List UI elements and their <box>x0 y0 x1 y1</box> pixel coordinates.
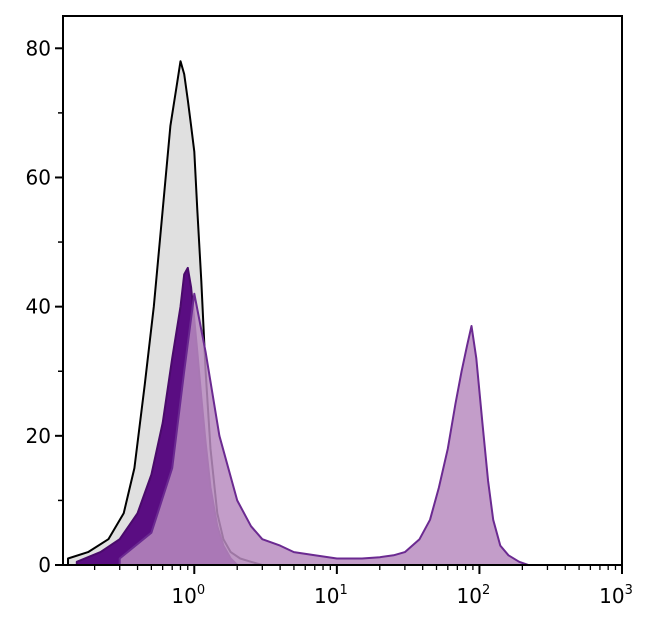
plot-frame <box>62 15 623 566</box>
y-tick-label-60: 60 <box>26 165 51 189</box>
y-tick-label-80: 80 <box>26 36 51 60</box>
y-tick-label-40: 40 <box>26 295 51 319</box>
x-axis: 100 101 102 103 <box>93 565 633 608</box>
x-tick-label-10: 101 <box>314 583 348 608</box>
y-axis: 0 20 40 60 80 <box>26 36 63 577</box>
x-tick-label-100: 102 <box>457 583 491 608</box>
y-tick-label-20: 20 <box>26 424 51 448</box>
plot-area <box>67 60 530 566</box>
x-tick-label-1: 100 <box>171 583 205 608</box>
series-stained-area <box>118 292 530 566</box>
y-tick-label-0: 0 <box>38 553 51 577</box>
x-tick-label-1000: 103 <box>599 583 633 608</box>
